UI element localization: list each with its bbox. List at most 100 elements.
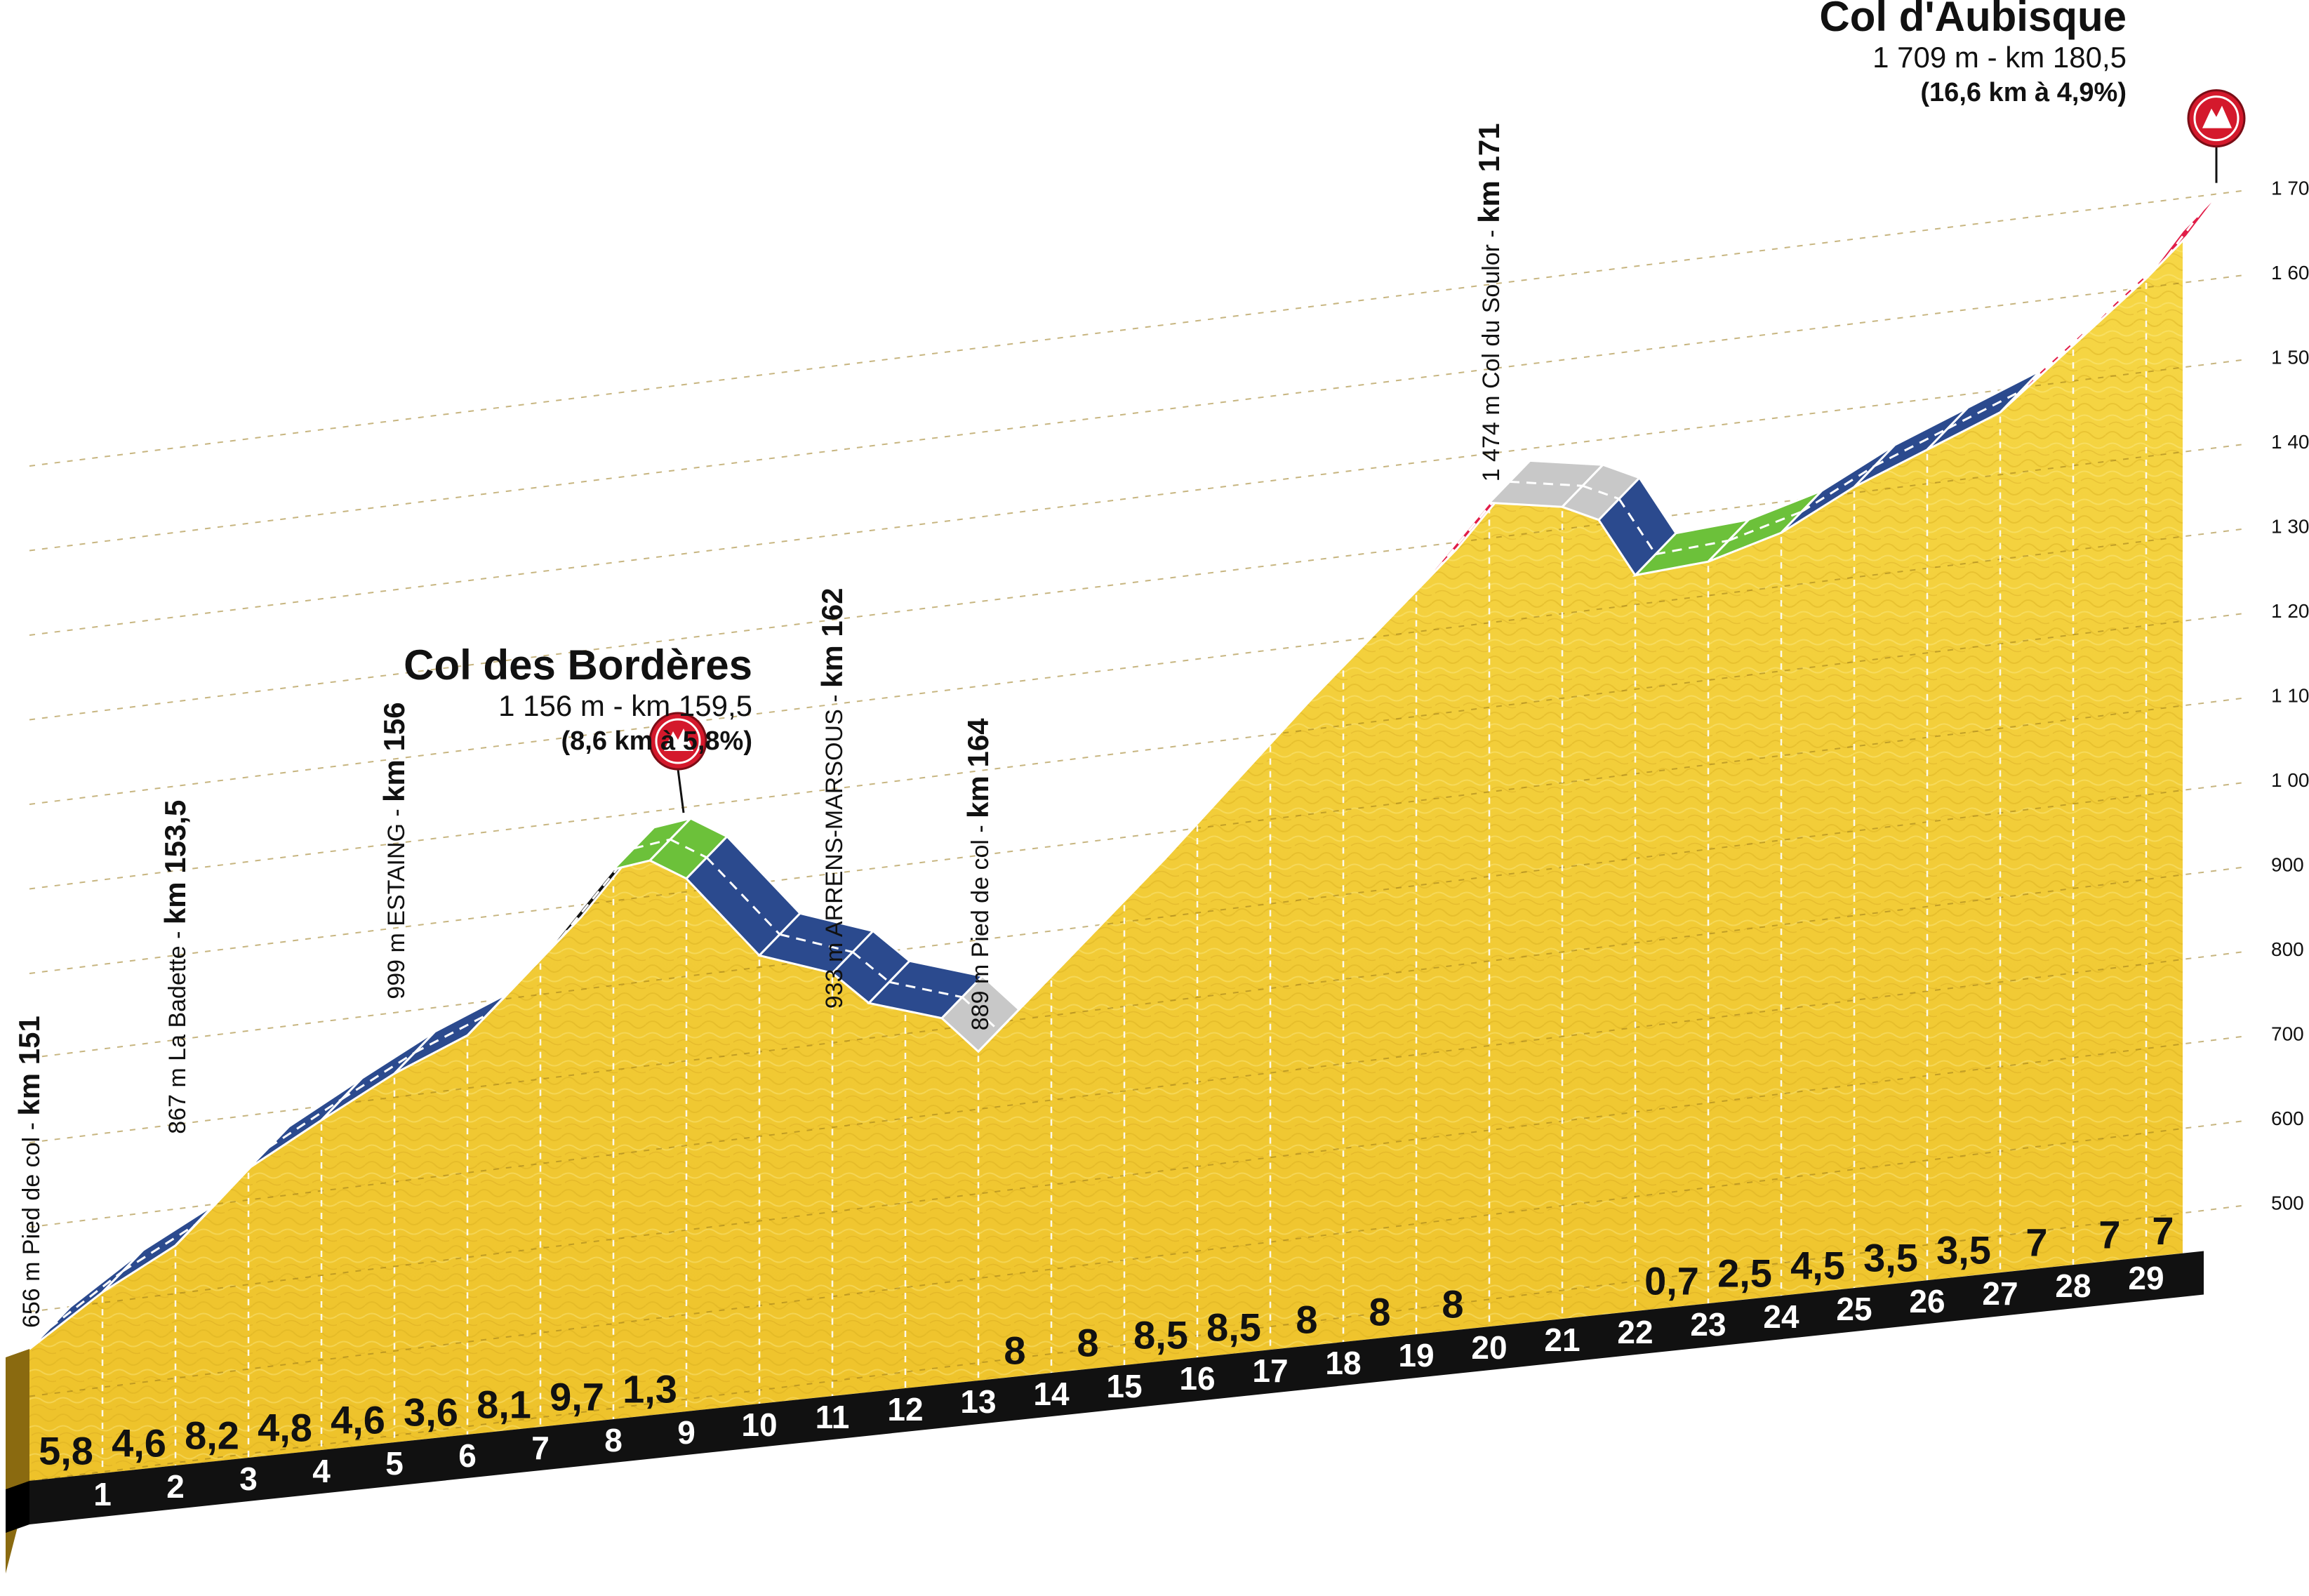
km-label: 5 <box>385 1445 404 1482</box>
km-label: 15 <box>1106 1368 1142 1404</box>
mountain-icon <box>2202 105 2232 128</box>
grid-line <box>29 697 2245 974</box>
gradient-value-label: 8 <box>1077 1321 1098 1365</box>
km-label: 24 <box>1763 1298 1799 1335</box>
ribbon-centerline <box>1728 510 1802 542</box>
summit-detail: 1 709 m - km 180,5 <box>1872 41 2127 74</box>
ribbon-centerline <box>414 1013 488 1053</box>
altitude-tick-label: 500 m <box>2271 1192 2309 1214</box>
km-label: 9 <box>677 1414 696 1451</box>
altitude-tick-label: 1 400 m <box>2271 431 2309 453</box>
grid-line <box>29 444 2245 721</box>
summit-badge-ring <box>655 718 701 764</box>
altitude-tick-label: 1 700 m <box>2271 178 2309 199</box>
ribbon-centerline <box>633 838 671 850</box>
ribbon-centerline <box>1874 427 1948 467</box>
summit-climb: (8,6 km à 5,8%) <box>561 726 752 756</box>
waypoint-name: 1 474 m Col du Soulor - km 171 <box>1472 123 1505 481</box>
km-label: 25 <box>1836 1291 1872 1327</box>
waypoint-km: km 151 <box>13 1016 46 1115</box>
km-label: 1 <box>93 1476 112 1512</box>
ribbon-centerline <box>779 933 853 953</box>
km-label: 12 <box>887 1391 923 1428</box>
gradient-value-label: 4,6 <box>331 1398 385 1442</box>
grid-line <box>29 1035 2245 1312</box>
altitude-tick-label: 900 m <box>2271 854 2309 876</box>
terrain-texture <box>29 230 2183 1481</box>
waypoint-km: km 171 <box>1472 123 1505 222</box>
summit-climb: (16,6 km à 4,9%) <box>1920 78 2127 107</box>
gradient-value-label: 4,8 <box>258 1406 312 1450</box>
km-label: 26 <box>1909 1283 1945 1319</box>
waypoint-name: 867 m La Badette - km 153,5 <box>159 800 192 1134</box>
gradient-value-label: 8 <box>1369 1290 1390 1334</box>
ribbon-centerline <box>49 1270 124 1329</box>
km-baseline-band <box>29 1251 2204 1524</box>
grid-line <box>29 613 2245 890</box>
gradient-value-label: 8,5 <box>1206 1305 1261 1350</box>
waypoint-name: 999 m ESTAING - km 156 <box>378 702 411 999</box>
gradient-value-label: 8,5 <box>1133 1313 1188 1357</box>
grid-line <box>29 189 2245 467</box>
waypoint-label: 656 m Pied de col - km 151 <box>13 1016 46 1328</box>
km-baseline-side <box>6 1481 29 1533</box>
waypoint-name: 933 m ARRENS-MARSOUS - km 162 <box>816 588 849 1009</box>
grid-line <box>29 782 2245 1059</box>
km-label: 7 <box>531 1430 550 1466</box>
grid-line <box>29 528 2245 805</box>
ribbon-centerline <box>268 1098 342 1149</box>
gradient-value-label: 8 <box>1004 1329 1025 1373</box>
km-label: 8 <box>604 1422 623 1458</box>
summit-name: Col d'Aubisque <box>1819 0 2127 40</box>
gradient-value-label: 4,5 <box>1790 1244 1845 1288</box>
grid-line <box>29 866 2245 1143</box>
km-label: 14 <box>1033 1376 1070 1412</box>
gradient-value-label: 5,8 <box>39 1429 93 1473</box>
waypoint-label: 867 m La Badette - km 153,5 <box>159 800 192 1134</box>
waypoint-label: 1 474 m Col du Soulor - km 171 <box>1472 123 1505 481</box>
km-label: 23 <box>1690 1306 1726 1343</box>
gradient-value-label: 8,1 <box>477 1383 531 1427</box>
km-label: 27 <box>1982 1275 2018 1312</box>
ribbon-centerline <box>1618 498 1657 555</box>
grid-line <box>29 274 2245 552</box>
km-label: 3 <box>239 1461 258 1497</box>
altitude-tick-label: 1 100 m <box>2271 685 2309 707</box>
ribbon-centerline <box>1509 480 1583 487</box>
grid-line <box>29 1204 2245 1482</box>
gradient-value-label: 8 <box>1296 1298 1317 1342</box>
gradient-value-label: 1,3 <box>623 1367 677 1411</box>
waypoint-label: 933 m ARRENS-MARSOUS - km 162 <box>816 588 849 1009</box>
altitude-tick-label: 1 600 m <box>2271 262 2309 284</box>
waypoint-label: 889 m Pied de col - km 164 <box>961 718 994 1030</box>
gradient-value-label: 7 <box>2025 1221 2047 1265</box>
waypoint-km: km 164 <box>961 718 994 818</box>
ribbon-centerline <box>1947 390 2021 430</box>
altitude-tick-label: 1 500 m <box>2271 347 2309 368</box>
gradient-ribbon-segment <box>2145 187 2225 279</box>
summit-pin-line <box>677 769 685 813</box>
waypoint-label: 999 m ESTAING - km 156 <box>378 702 411 999</box>
ribbon-centerline <box>852 951 890 983</box>
ribbon-centerline <box>670 838 707 859</box>
waypoint-km: km 156 <box>378 702 411 802</box>
km-label: 29 <box>2128 1260 2164 1296</box>
gradient-value-label: 3,5 <box>1863 1236 1918 1280</box>
summit-detail: 1 156 m - km 159,5 <box>498 689 752 722</box>
km-label: 16 <box>1179 1360 1215 1397</box>
ribbon-centerline <box>1435 481 1511 571</box>
gradient-value-label: 8 <box>1442 1282 1463 1326</box>
km-label: 19 <box>1398 1337 1434 1374</box>
gradient-value-label: 0,7 <box>1644 1259 1699 1303</box>
km-label: 20 <box>1471 1329 1507 1366</box>
grid-line <box>29 1120 2245 1397</box>
grid-line <box>29 951 2245 1228</box>
km-label: 10 <box>741 1407 777 1443</box>
summit-badge-ring <box>2193 95 2240 142</box>
ribbon-centerline <box>341 1051 415 1100</box>
altitude-tick-label: 1 300 m <box>2271 516 2309 538</box>
terrain-side-wall <box>6 1349 29 1574</box>
altitude-tick-label: 1 200 m <box>2271 600 2309 622</box>
ribbon-centerline <box>1582 484 1620 500</box>
